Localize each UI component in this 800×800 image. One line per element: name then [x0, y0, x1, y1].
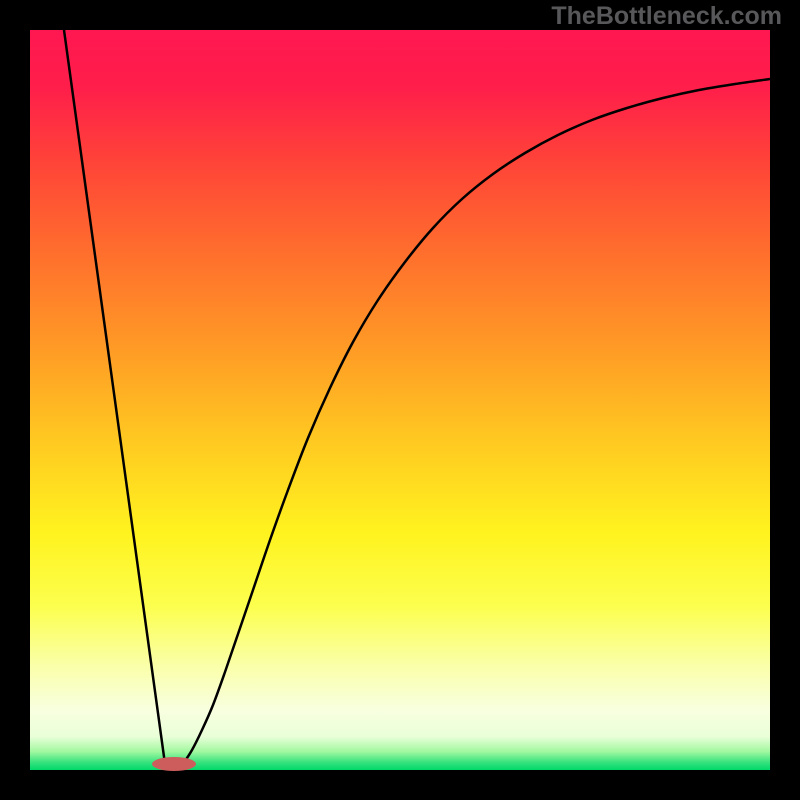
bottleneck-marker [152, 757, 196, 771]
plot-background [30, 30, 770, 770]
bottleneck-chart [0, 0, 800, 800]
watermark-text: TheBottleneck.com [551, 2, 782, 31]
chart-container: TheBottleneck.com [0, 0, 800, 800]
